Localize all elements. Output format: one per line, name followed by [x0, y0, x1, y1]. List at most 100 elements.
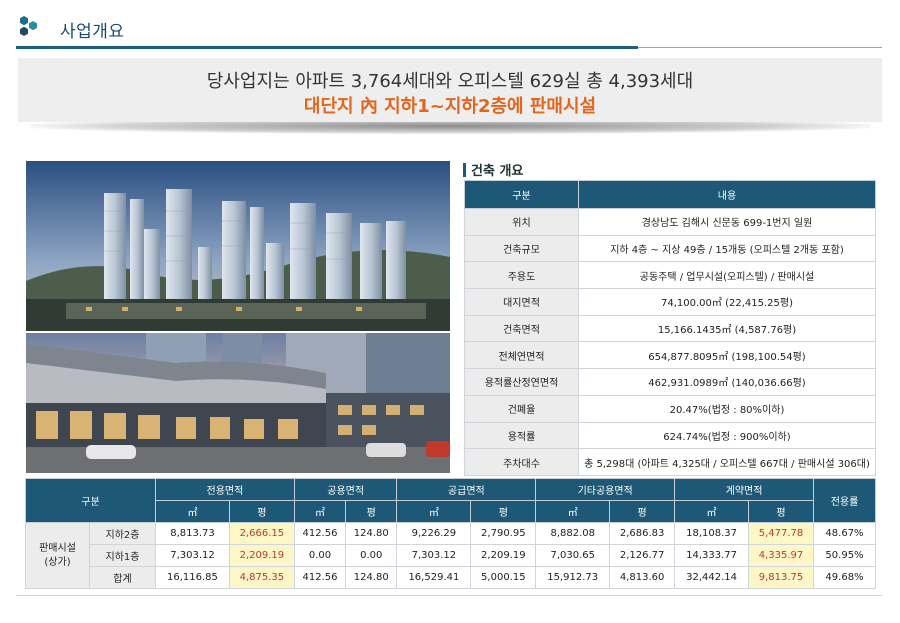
footer-divider	[16, 595, 882, 596]
unit-pyeong: 평	[748, 500, 814, 523]
header-divider-line	[638, 47, 882, 48]
headline-banner: 당사업지는 아파트 3,764세대와 오피스텔 629실 총 4,393세대 대…	[18, 58, 882, 122]
overview-label: 건축면적	[464, 314, 579, 343]
overview-value: 20.47%(법정 : 80%이하)	[578, 394, 876, 423]
table-row: 판매시설 (상가) 지하2층 8,813.73 2,666.15 412.56 …	[25, 522, 876, 589]
table-row: 용적률 624.74%(법정 : 900%이하)	[464, 421, 876, 450]
area-cell: 15,912.73	[535, 566, 611, 589]
area-cell: 124.80	[345, 566, 398, 589]
table-row: 건폐율 20.47%(법정 : 80%이하)	[464, 394, 876, 423]
area-cell: 0.00	[345, 544, 398, 567]
table-row: 합계 16,116.85 4,875.35 412.56 124.80 16,5…	[26, 566, 876, 589]
overview-label: 건폐율	[464, 394, 579, 423]
floor-label: 지하2층	[89, 522, 156, 545]
headline-text: 당사업지는 아파트 3,764세대와 오피스텔 629실 총 4,393세대	[206, 71, 694, 92]
retail-group-label: 판매시설 (상가)	[25, 522, 90, 589]
area-cell: 14,333.77	[674, 544, 750, 567]
area-cell: 2,686.83	[609, 522, 676, 545]
area-header-ratio: 전용률	[813, 478, 876, 523]
unit-pyeong: 평	[470, 500, 537, 523]
banner-shadow	[30, 118, 870, 134]
area-header-exclusive: 전용면적	[155, 478, 295, 501]
overview-value: 74,100.00㎡ (22,415.25평)	[578, 288, 876, 316]
area-cell: 5,000.15	[470, 566, 537, 589]
area-cell: 18,108.37	[674, 522, 750, 545]
floor-label: 지하1층	[89, 544, 156, 567]
area-header-common: 공용면적	[293, 478, 398, 501]
area-cell: 16,529.41	[396, 566, 472, 589]
unit-m2: ㎡	[293, 500, 347, 523]
table-row: 주용도 공동주택 / 업무시설(오피스텔) / 판매시설	[464, 261, 876, 290]
overview-label: 주차대수	[464, 448, 579, 476]
page-title: 사업개요	[60, 22, 125, 42]
title-marker	[463, 163, 466, 177]
area-cell-highlight: 5,477.78	[748, 522, 814, 545]
area-cell-highlight: 9,813.75	[748, 566, 814, 589]
page-header: 사업개요	[0, 0, 900, 52]
area-cell: 4,813.60	[609, 566, 676, 589]
area-cell: 124.80	[345, 522, 398, 545]
table-row: 용적률산정연면적 462,931.0989㎡ (140,036.66평)	[464, 368, 876, 396]
overview-value: 654,877.8095㎡ (198,100.54평)	[578, 341, 876, 370]
area-cell: 2,126.77	[609, 544, 676, 567]
area-cell-highlight: 2,666.15	[228, 522, 295, 545]
area-cell: 7,030.65	[535, 544, 611, 567]
area-cell: 412.56	[293, 566, 347, 589]
table-row: 건축규모 지하 4층 ~ 지상 49층 / 15개동 (오피스텔 2개동 포함)	[464, 234, 876, 263]
area-cell: 0.00	[293, 544, 347, 567]
overview-title: 건축 개요	[463, 160, 523, 179]
area-cell-highlight: 4,875.35	[228, 566, 295, 589]
building-overview-table: 구분 내용 위치 경상남도 김해시 신문동 699-1번지 일원 건축규모 지하 4…	[464, 180, 876, 476]
area-cell: 2,209.19	[470, 544, 537, 567]
area-cell: 8,882.08	[535, 522, 611, 545]
area-cell-highlight: 4,335.97	[748, 544, 814, 567]
overview-header-content: 내용	[578, 180, 876, 209]
headline-highlight: 대단지 內 지하1~지하2층에 판매시설	[303, 96, 597, 117]
area-cell: 7,303.12	[155, 544, 230, 567]
area-cell: 16,116.85	[155, 566, 230, 589]
area-cell: 8,813.73	[155, 522, 230, 545]
overview-label: 주용도	[464, 261, 579, 290]
header-divider-bar	[16, 46, 638, 49]
unit-m2: ㎡	[396, 500, 472, 523]
overview-value: 15,166.1435㎡ (4,587.76평)	[578, 314, 876, 343]
overview-value: 624.74%(법정 : 900%이하)	[578, 421, 876, 450]
retail-area-table: 구분 전용면적 공용면적 공급면적 기타공용면적 계약면적 전용률 ㎡ 평 ㎡ …	[25, 478, 876, 589]
area-cell: 7,303.12	[396, 544, 472, 567]
area-cell-highlight: 2,209.19	[228, 544, 295, 567]
area-header-contract: 계약면적	[674, 478, 814, 501]
overview-value: 총 5,298대 (아파트 4,325대 / 오피스텔 667대 / 판매시설 …	[578, 448, 876, 476]
table-row: 대지면적 74,100.00㎡ (22,415.25평)	[464, 288, 876, 316]
hexagon-logo-icon	[20, 16, 37, 36]
unit-m2: ㎡	[155, 500, 230, 523]
overview-header-category: 구분	[464, 180, 579, 209]
unit-pyeong: 평	[609, 500, 676, 523]
table-row: 건축면적 15,166.1435㎡ (4,587.76평)	[464, 314, 876, 343]
retail-street-photo	[26, 333, 450, 473]
overview-label: 용적률산정연면적	[464, 368, 579, 396]
unit-m2: ㎡	[535, 500, 611, 523]
area-header-other-common: 기타공용면적	[535, 478, 676, 501]
overview-label: 건축규모	[464, 234, 579, 263]
table-row: 주차대수 총 5,298대 (아파트 4,325대 / 오피스텔 667대 / 판…	[464, 448, 876, 476]
area-header-supply: 공급면적	[396, 478, 537, 501]
table-row: 전체연면적 654,877.8095㎡ (198,100.54평)	[464, 341, 876, 370]
area-cell: 9,226.29	[396, 522, 472, 545]
unit-m2: ㎡	[674, 500, 750, 523]
overview-value: 462,931.0989㎡ (140,036.66평)	[578, 368, 876, 396]
table-row: 위치 경상남도 김해시 신문동 699-1번지 일원	[464, 208, 876, 236]
ratio-cell: 50.95%	[813, 544, 876, 567]
unit-pyeong: 평	[345, 500, 398, 523]
area-cell: 2,790.95	[470, 522, 537, 545]
area-cell: 32,442.14	[674, 566, 750, 589]
area-cell: 412.56	[293, 522, 347, 545]
floor-label: 합계	[89, 566, 156, 589]
overview-label: 전체연면적	[464, 341, 579, 370]
overview-label: 위치	[464, 208, 579, 236]
overview-label: 용적률	[464, 421, 579, 450]
ratio-cell: 49.68%	[813, 566, 876, 589]
unit-pyeong: 평	[228, 500, 295, 523]
overview-value: 경상남도 김해시 신문동 699-1번지 일원	[578, 208, 876, 236]
overview-value: 지하 4층 ~ 지상 49층 / 15개동 (오피스텔 2개동 포함)	[578, 234, 876, 263]
overview-value: 공동주택 / 업무시설(오피스텔) / 판매시설	[578, 261, 876, 290]
